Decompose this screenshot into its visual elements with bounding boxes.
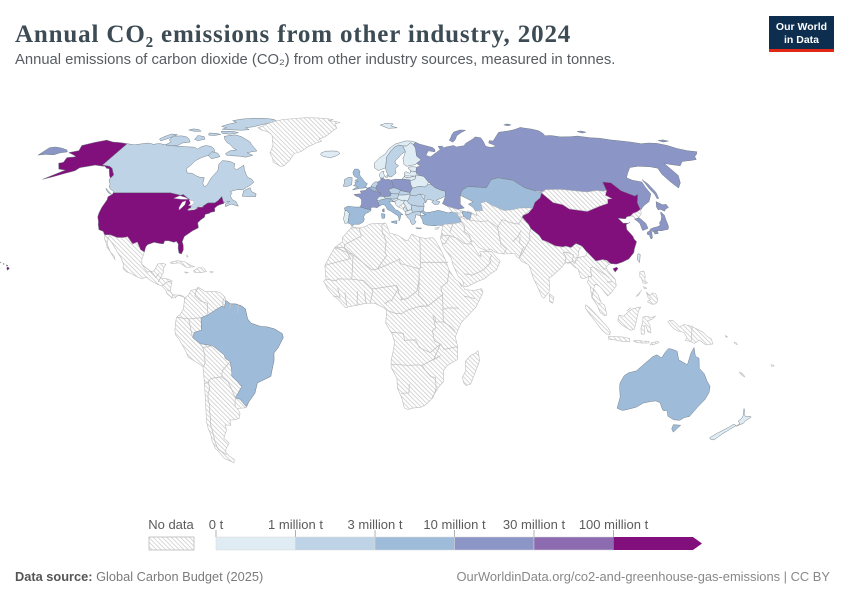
svg-text:1 million t: 1 million t (268, 517, 323, 532)
svg-text:100 million t: 100 million t (579, 517, 649, 532)
svg-text:30 million t: 30 million t (503, 517, 566, 532)
svg-text:10 million t: 10 million t (423, 517, 486, 532)
svg-text:3 million t: 3 million t (348, 517, 403, 532)
svg-text:0 t: 0 t (209, 517, 224, 532)
svg-text:No data: No data (148, 517, 194, 532)
